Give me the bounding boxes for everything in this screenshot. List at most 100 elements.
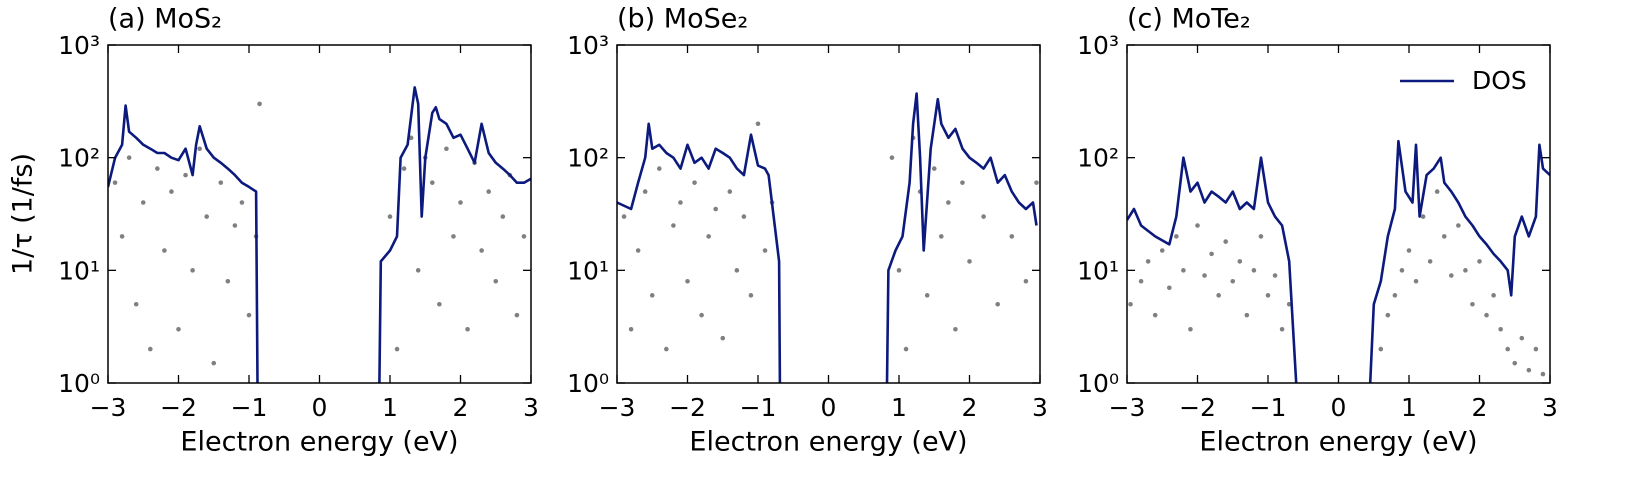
x-tick-label: 3 [523,393,539,422]
scatter-point [720,335,726,341]
scatter-point [148,346,153,352]
scatter-point [953,326,958,332]
scatter-point [889,155,895,160]
scatter-point [1159,248,1165,253]
scatter-point [415,268,421,273]
scatter-point [458,200,463,205]
x-tick-label: 1 [1401,393,1417,422]
scatter-point [748,293,754,298]
scatter-point [1188,326,1193,332]
x-axis-title: Electron energy (eV) [180,427,458,458]
scatter-point [493,278,499,284]
x-tick-label: 3 [1032,393,1048,422]
scatter-point [1540,371,1546,377]
scatter-point [734,268,740,273]
panel-title: (a) MoS₂ [108,4,222,35]
x-tick-label: 0 [312,393,328,422]
scatter-point [727,189,733,194]
scatter-point [741,214,747,219]
scatter-point [1209,251,1214,257]
scatter-point [257,101,262,107]
y-tick-label: 10¹ [567,256,609,285]
x-tick-label: −3 [1109,393,1146,422]
scatter-point [451,234,456,239]
scatter-point [169,189,174,194]
scatter-point [408,135,414,141]
scatter-point [521,234,527,239]
scatter-point [896,268,902,273]
y-tick-label: 10⁰ [567,369,609,398]
scatter-point [500,214,506,219]
scatter-point [981,214,986,219]
scatter-point [1491,293,1496,298]
scatter-point [176,326,181,332]
scatter-point [1378,346,1384,352]
scatter-point [685,278,690,284]
scatter-point [967,259,972,264]
scatter-point [1526,367,1532,373]
scatter-point [903,346,909,352]
scatter-point [1463,268,1468,273]
scatter-point [1399,268,1405,273]
scatter-point [465,326,470,332]
scatter-point [1145,259,1151,264]
scatter-point [1244,312,1250,318]
scatter-point [946,200,951,205]
x-tick-label: 2 [1472,393,1488,422]
scatter-point [1420,214,1426,219]
x-tick-label: −3 [90,393,127,422]
scatter-point [1034,180,1039,185]
scatter-point [126,155,132,160]
y-tick-label: 10² [58,144,100,173]
scatter-point [232,223,238,228]
scatter-point [1202,273,1207,278]
scatter-point [1009,234,1015,239]
x-tick-label: −2 [160,393,197,422]
scatter-point [1470,301,1475,307]
x-tick-label: 1 [891,393,907,422]
scatter-point [621,214,627,219]
x-tick-label: 0 [1331,393,1347,422]
panel: −3 −2 −1 0 1 2 3 10⁰ 10¹ 10² 10³ (c) MoTe₂ Electron … [1077,4,1558,458]
scatter-point [225,278,231,284]
scatter-point [1272,273,1278,278]
x-tick-label: −1 [1250,393,1287,422]
scatter-point [1498,326,1503,332]
scatter-point [1385,312,1391,318]
scatter-point [183,172,188,178]
scatter-point [1533,346,1539,352]
scatter-point [1484,312,1489,318]
y-tick-label: 10² [567,144,609,173]
scatter-point [1230,278,1236,284]
scatter-point [1265,293,1271,298]
scatter-point [931,166,937,171]
x-axis-title: Electron energy (eV) [1199,427,1477,458]
scatter-point [162,248,167,253]
scatter-point [430,180,435,185]
dos-line [1127,139,1550,383]
scatter-point [1406,248,1412,253]
scatter-point [678,200,683,205]
scatter-point [1167,285,1172,291]
x-axis-title: Electron energy (eV) [689,427,967,458]
scatter-point [1519,335,1525,341]
scatter-point [762,248,768,253]
scatter-point [1279,326,1285,332]
scatter-point [1427,259,1433,264]
y-tick-label: 10¹ [1077,256,1119,285]
scatter-point [671,223,676,228]
scatter-point [1138,278,1144,284]
scatter-point [197,146,202,152]
scatter-point [1128,301,1133,307]
panel-title: (c) MoTe₂ [1127,4,1251,35]
y-tick-label: 10⁰ [1077,369,1119,398]
scatter-point [1216,293,1221,298]
scatter-point [1237,259,1243,264]
y-tick-label: 10³ [58,31,100,60]
scatter-point [112,180,118,185]
scatter-point [692,180,697,185]
scatter-point [133,301,139,307]
scatter-point [924,293,930,298]
x-tick-label: −3 [599,393,636,422]
